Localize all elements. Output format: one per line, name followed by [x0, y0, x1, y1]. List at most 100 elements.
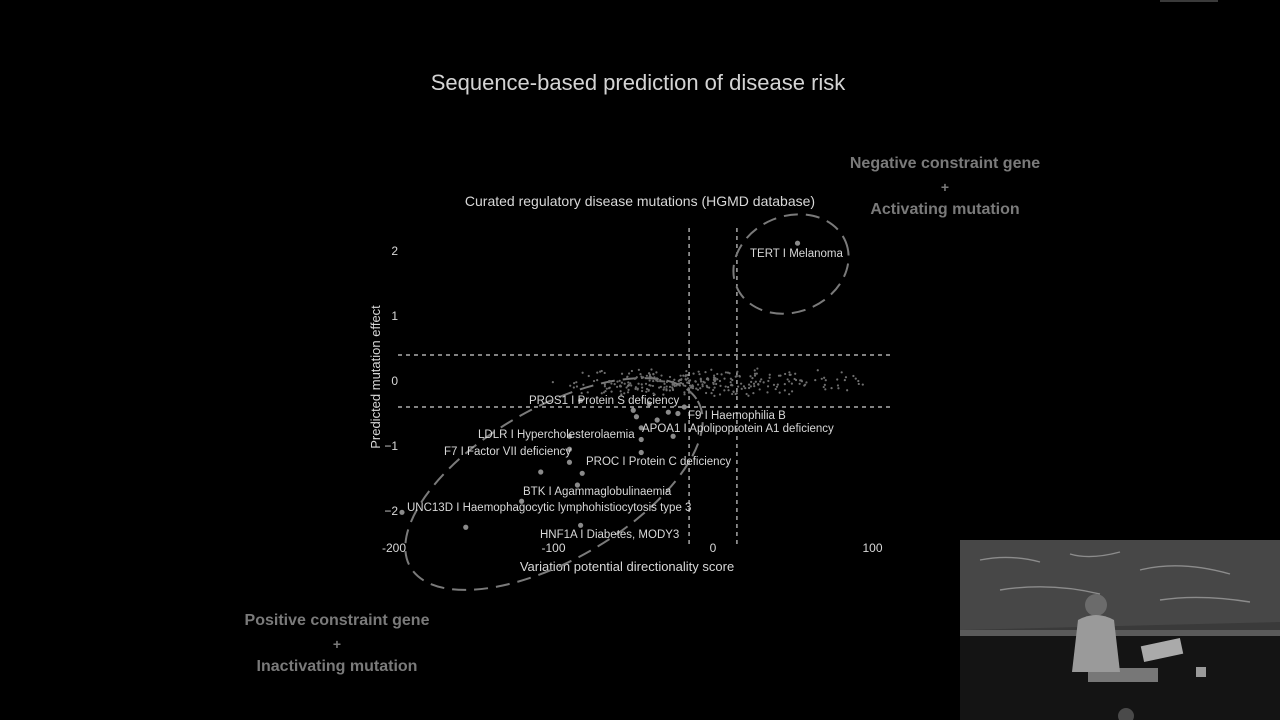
speaker-video-frame [960, 540, 1280, 720]
background-point [662, 380, 666, 383]
background-point [696, 383, 700, 386]
slide-title: Sequence-based prediction of disease ris… [430, 70, 846, 95]
background-point [662, 388, 665, 391]
background-point [627, 372, 631, 375]
background-point [587, 374, 590, 378]
callout-positive-plus: + [332, 636, 342, 652]
background-point [637, 382, 640, 385]
background-point [649, 375, 652, 379]
background-point [820, 377, 823, 380]
data-point [574, 482, 581, 488]
background-point [610, 390, 613, 393]
background-point [701, 385, 704, 388]
background-point [716, 372, 719, 376]
background-point [756, 367, 759, 370]
background-point [692, 372, 695, 375]
background-point [640, 389, 644, 393]
background-point [658, 380, 662, 383]
chart-title: Curated regulatory disease mutations (HG… [465, 193, 815, 209]
callout-negative-plus: + [940, 179, 950, 195]
background-point [551, 381, 554, 384]
background-point [753, 385, 756, 388]
background-point [684, 384, 687, 387]
background-point [747, 383, 751, 386]
background-point [759, 380, 762, 383]
background-point [707, 378, 710, 381]
background-point [600, 392, 603, 395]
background-point [718, 393, 722, 396]
background-point [647, 389, 650, 392]
background-point [673, 383, 676, 386]
point-cloud [551, 367, 864, 397]
y-tick-label: −1 [384, 439, 398, 453]
background-point [735, 392, 738, 395]
background-point [658, 386, 661, 389]
background-point [701, 383, 704, 386]
background-point [680, 378, 683, 381]
labeled-data-point [578, 397, 584, 404]
background-point [662, 393, 665, 396]
background-point [697, 370, 700, 373]
background-point [751, 376, 754, 380]
point-label: PROS1 I Protein S deficiency [529, 395, 679, 407]
background-point [857, 379, 860, 383]
background-point [582, 383, 585, 386]
background-point [671, 386, 674, 389]
background-point [626, 391, 630, 394]
threshold-lines [398, 228, 890, 545]
y-tick-label: 1 [391, 309, 398, 323]
background-point [736, 385, 740, 388]
background-point [830, 387, 833, 390]
y-tick-label: 2 [391, 244, 398, 258]
background-point [800, 380, 804, 383]
callout-positive-line1: Positive constraint gene [244, 612, 430, 629]
positive-cluster-ellipse [404, 377, 704, 591]
background-point [653, 376, 656, 379]
y-axis-label: Predicted mutation effect [368, 305, 383, 449]
axis-ticks: -200 -100 0 100 2 1 0 −1 −2 [382, 244, 883, 555]
background-point [691, 384, 694, 388]
background-point [768, 373, 771, 376]
background-point [772, 383, 776, 386]
background-point [790, 390, 794, 393]
background-point [686, 377, 689, 380]
background-point [581, 371, 584, 374]
background-point [704, 391, 708, 395]
negative-cluster-ellipse [732, 213, 850, 315]
background-point [742, 385, 746, 388]
background-point [620, 372, 624, 375]
background-point [684, 374, 688, 377]
background-point [663, 386, 666, 389]
data-point [566, 459, 573, 465]
background-point [653, 393, 656, 396]
background-point [696, 388, 700, 391]
background-point [695, 387, 698, 390]
background-point [605, 387, 608, 390]
background-point [684, 378, 687, 381]
background-point [623, 392, 626, 395]
background-point [843, 379, 846, 382]
background-point [750, 380, 753, 383]
background-point [619, 390, 622, 393]
background-point [652, 373, 655, 376]
background-point [575, 385, 579, 388]
background-point [738, 375, 741, 378]
background-point [715, 382, 718, 386]
callout-negative-line1: Negative constraint gene [849, 155, 1041, 172]
background-point [713, 380, 716, 383]
background-point [740, 387, 743, 390]
background-point [596, 379, 599, 382]
background-point [757, 383, 760, 386]
background-point [794, 372, 797, 375]
window-edge-bar [1160, 0, 1218, 2]
background-point [592, 379, 596, 383]
background-point [729, 384, 733, 387]
background-point [824, 379, 827, 382]
background-point [814, 379, 817, 382]
background-point [713, 386, 716, 389]
background-point [691, 387, 695, 390]
background-point [699, 387, 702, 390]
background-point [679, 374, 682, 377]
data-point [638, 436, 644, 443]
